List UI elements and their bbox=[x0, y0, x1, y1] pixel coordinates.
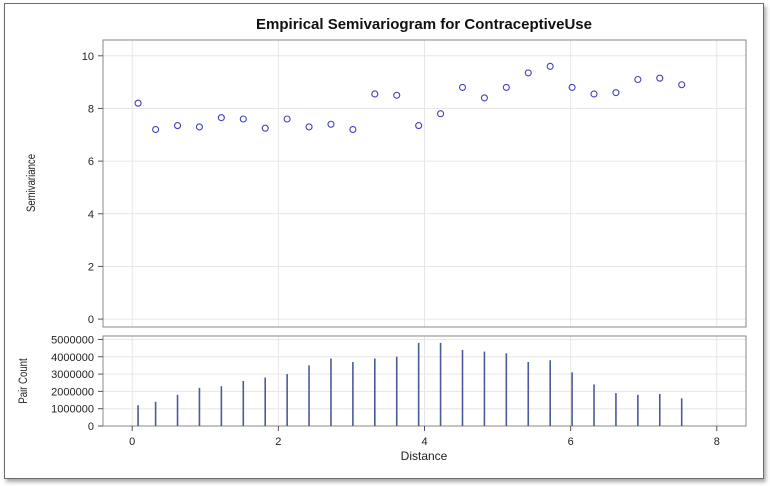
semivariance-point bbox=[678, 81, 686, 89]
y-tick-label: 2 bbox=[88, 261, 94, 273]
semivariance-axis-label: Semivariance bbox=[25, 154, 38, 212]
semivariance-point bbox=[261, 124, 269, 132]
y-tick-label: 6 bbox=[88, 156, 94, 168]
x-tick-label: 4 bbox=[421, 436, 427, 448]
semivariance-point bbox=[612, 89, 620, 97]
pair-count-axis-label: Pair Count bbox=[17, 358, 30, 403]
y-tick-label: 1000000 bbox=[51, 404, 94, 416]
semivariance-point bbox=[305, 123, 313, 131]
semivariance-point bbox=[546, 62, 554, 70]
semivariance-point bbox=[524, 69, 532, 77]
semivariance-point bbox=[134, 99, 142, 107]
semivariance-point bbox=[195, 123, 203, 131]
y-tick-label: 2000000 bbox=[51, 386, 94, 398]
semivariance-point bbox=[217, 114, 225, 122]
x-tick-label: 0 bbox=[129, 436, 135, 448]
y-tick-label: 5000000 bbox=[51, 334, 94, 346]
semivariance-point bbox=[634, 75, 642, 84]
semivariance-point bbox=[656, 74, 664, 82]
y-tick-label: 4 bbox=[88, 209, 94, 221]
y-tick-label: 3000000 bbox=[51, 369, 94, 381]
semivariance-point bbox=[415, 122, 423, 130]
y-tick-label: 10 bbox=[82, 51, 94, 63]
chart-title: Empirical Semivariogram for Contraceptiv… bbox=[256, 16, 592, 33]
x-tick-label: 2 bbox=[275, 436, 281, 448]
x-tick-label: 6 bbox=[568, 436, 574, 448]
y-tick-label: 0 bbox=[88, 314, 94, 326]
semivariance-point bbox=[152, 125, 160, 134]
distance-axis-label: Distance bbox=[401, 449, 448, 463]
x-tick-label: 8 bbox=[714, 436, 720, 448]
semivariance-point bbox=[349, 125, 357, 134]
semivariance-point bbox=[437, 110, 445, 118]
y-tick-label: 0 bbox=[88, 421, 94, 433]
semivariance-point bbox=[590, 90, 598, 98]
y-tick-label: 4000000 bbox=[51, 352, 94, 364]
semivariance-point bbox=[173, 122, 182, 130]
semivariance-point bbox=[458, 83, 467, 91]
semivariance-point bbox=[283, 115, 291, 123]
semivariance-point bbox=[327, 120, 335, 128]
semivariance-panel bbox=[102, 39, 747, 328]
semivariance-point bbox=[393, 91, 401, 99]
semivariance-point bbox=[568, 83, 576, 91]
semivariance-point bbox=[480, 94, 488, 102]
semivariance-point bbox=[239, 115, 247, 123]
semivariance-point bbox=[371, 90, 379, 98]
y-tick-label: 8 bbox=[88, 103, 94, 115]
semivariance-point bbox=[502, 83, 510, 91]
